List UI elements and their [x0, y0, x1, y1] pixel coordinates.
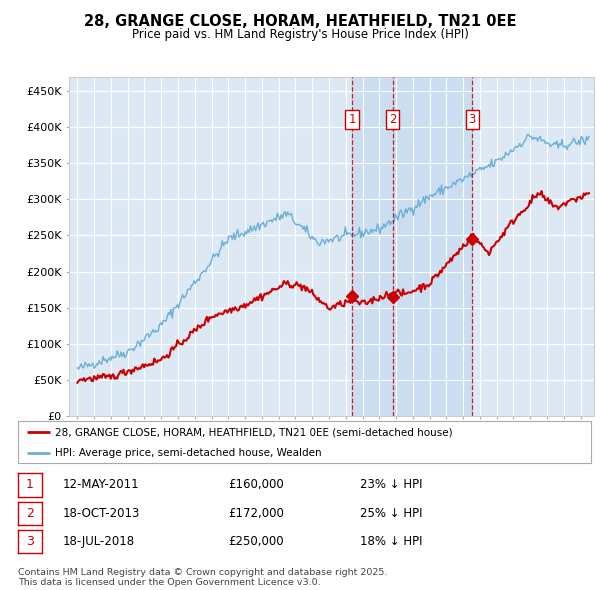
Text: 18-OCT-2013: 18-OCT-2013 [63, 507, 140, 520]
Text: 28, GRANGE CLOSE, HORAM, HEATHFIELD, TN21 0EE: 28, GRANGE CLOSE, HORAM, HEATHFIELD, TN2… [84, 14, 516, 29]
Text: 3: 3 [26, 535, 34, 548]
Text: 18% ↓ HPI: 18% ↓ HPI [360, 535, 422, 548]
Text: Contains HM Land Registry data © Crown copyright and database right 2025.
This d: Contains HM Land Registry data © Crown c… [18, 568, 388, 587]
Text: HPI: Average price, semi-detached house, Wealden: HPI: Average price, semi-detached house,… [55, 448, 322, 457]
Text: £160,000: £160,000 [228, 478, 284, 491]
Text: 2: 2 [26, 507, 34, 520]
Text: 2: 2 [389, 113, 397, 126]
Text: 12-MAY-2011: 12-MAY-2011 [63, 478, 140, 491]
Text: 3: 3 [469, 113, 476, 126]
Text: 18-JUL-2018: 18-JUL-2018 [63, 535, 135, 548]
Text: 28, GRANGE CLOSE, HORAM, HEATHFIELD, TN21 0EE (semi-detached house): 28, GRANGE CLOSE, HORAM, HEATHFIELD, TN2… [55, 427, 453, 437]
Bar [352, 77, 393, 416]
Text: £250,000: £250,000 [228, 535, 284, 548]
Text: 1: 1 [26, 478, 34, 491]
Text: 23% ↓ HPI: 23% ↓ HPI [360, 478, 422, 491]
Text: Price paid vs. HM Land Registry's House Price Index (HPI): Price paid vs. HM Land Registry's House … [131, 28, 469, 41]
Text: £172,000: £172,000 [228, 507, 284, 520]
Text: 1: 1 [348, 113, 356, 126]
Bar [393, 77, 472, 416]
Text: 25% ↓ HPI: 25% ↓ HPI [360, 507, 422, 520]
